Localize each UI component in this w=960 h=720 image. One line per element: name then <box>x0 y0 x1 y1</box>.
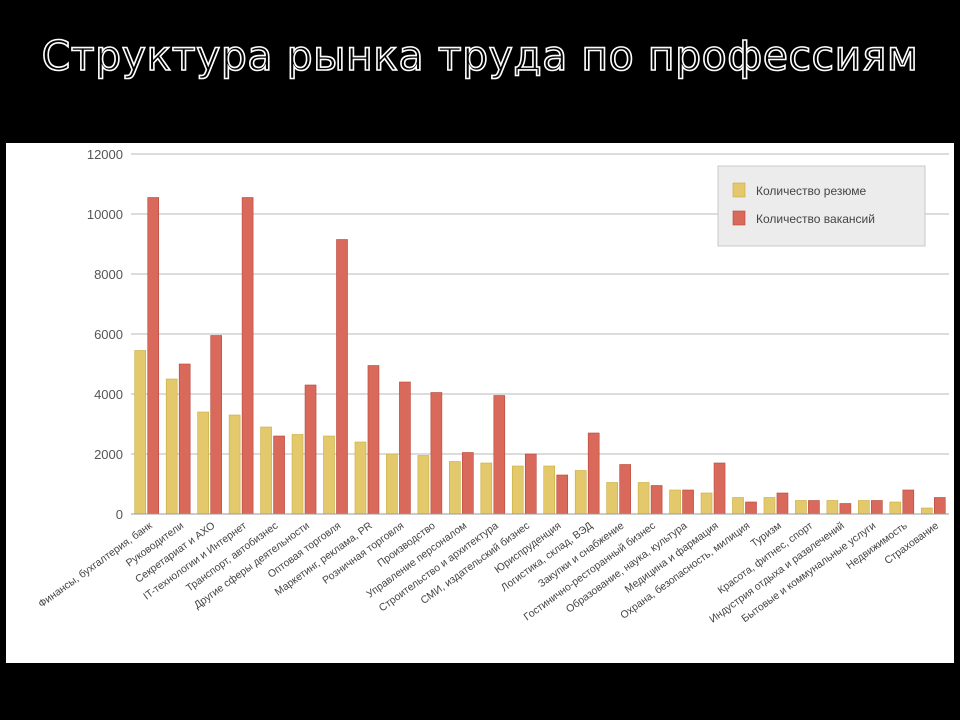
legend-box <box>717 165 926 247</box>
y-tick-label: 6000 <box>94 327 123 342</box>
bar-resume <box>511 465 524 515</box>
y-tick-label: 2000 <box>94 447 123 462</box>
bar-vacancy <box>808 500 820 515</box>
y-tick-label: 8000 <box>94 267 123 282</box>
bar-resume <box>449 461 461 515</box>
bar-vacancy <box>304 384 317 515</box>
bar-resume <box>858 500 870 515</box>
bar-resume <box>291 434 304 515</box>
legend-label: Количество резюме <box>756 184 866 198</box>
bar-vacancy <box>650 485 663 515</box>
bar-resume <box>606 482 618 515</box>
bar-resume <box>165 378 178 515</box>
slide-title: Структура рынка труда по профессиям <box>41 31 919 81</box>
bar-resume <box>763 497 776 515</box>
y-tick-label: 0 <box>116 507 123 522</box>
bar-resume <box>574 470 587 515</box>
bar-vacancy <box>147 197 160 515</box>
bar-vacancy <box>524 453 537 515</box>
bar-vacancy <box>933 497 946 515</box>
legend-swatch-resume <box>732 182 746 198</box>
bar-resume <box>920 507 933 515</box>
bar-resume <box>417 455 430 515</box>
bar-resume <box>134 350 147 515</box>
bar-resume <box>228 414 241 515</box>
bar-vacancy <box>273 435 285 515</box>
bar-resume <box>669 489 681 515</box>
bar-vacancy <box>682 489 694 515</box>
bar-resume <box>637 482 650 515</box>
bar-resume <box>323 435 335 515</box>
bar-resume <box>260 426 272 515</box>
y-tick-label: 10000 <box>87 207 123 222</box>
bar-vacancy <box>713 462 726 515</box>
bar-vacancy <box>619 464 631 515</box>
bar-vacancy <box>493 395 506 515</box>
bar-resume <box>795 500 807 515</box>
legend-label: Количество вакансий <box>756 212 875 226</box>
bar-vacancy <box>587 432 600 515</box>
bar-vacancy <box>462 452 474 515</box>
y-tick-label: 4000 <box>94 387 123 402</box>
chart-panel: 0 2000 4000 6000 8000 10000 12000 Финансы, бухг… <box>6 143 954 663</box>
bar-vacancy <box>241 197 254 515</box>
bar-resume <box>889 501 902 515</box>
bar-resume <box>732 497 744 515</box>
bar-vacancy <box>210 335 222 515</box>
bar-resume <box>826 500 839 515</box>
bar-vacancy <box>178 363 191 515</box>
bar-vacancy <box>367 365 380 515</box>
bar-vacancy <box>336 239 348 515</box>
bar-vacancy <box>839 503 852 515</box>
bar-vacancy <box>902 489 915 515</box>
category-label: Страхование <box>882 520 941 567</box>
legend-swatch-vacancy <box>732 210 746 226</box>
bar-resume <box>700 492 713 515</box>
bar-resume <box>480 462 493 515</box>
bar-resume <box>354 441 367 515</box>
bar-vacancy <box>745 501 757 515</box>
bar-resume <box>386 453 398 515</box>
bar-vacancy <box>399 381 411 515</box>
bar-vacancy <box>776 492 789 515</box>
bar-vacancy <box>556 474 569 515</box>
bar-resume <box>543 465 556 515</box>
y-tick-label: 12000 <box>87 147 123 162</box>
bar-vacancy <box>871 500 883 515</box>
bar-resume <box>197 411 209 515</box>
bar-vacancy <box>430 392 443 515</box>
